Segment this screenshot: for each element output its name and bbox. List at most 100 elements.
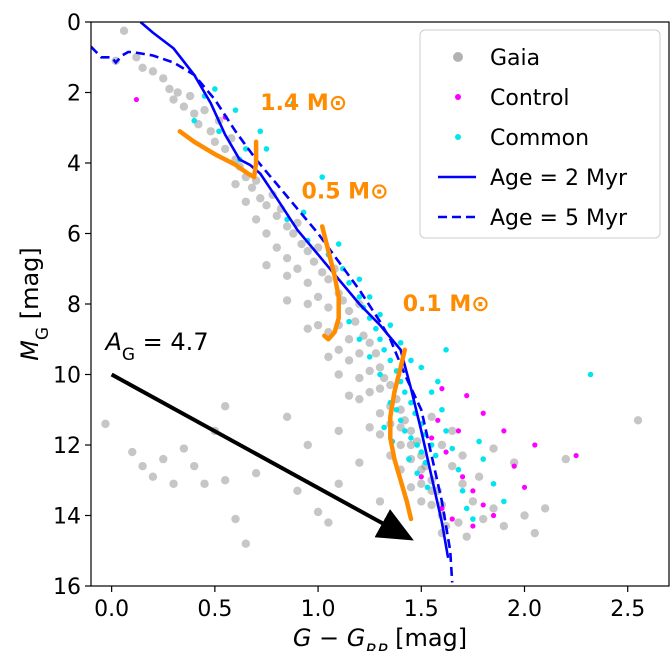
gaia-point [119, 26, 129, 36]
common-point [439, 406, 445, 413]
x-tick-label: 2.5 [610, 597, 645, 622]
gaia-point [355, 394, 364, 404]
gaia-point [458, 479, 467, 488]
gaia-point [297, 239, 306, 249]
common-point [366, 294, 373, 300]
gaia-point [313, 243, 323, 252]
y-tick-label: 10 [53, 364, 81, 389]
gaia-point [396, 405, 405, 414]
common-point [490, 480, 497, 487]
y-tick-label: 14 [53, 505, 81, 530]
gaia-point [406, 440, 416, 450]
gaia-point [365, 423, 374, 432]
mass-track-line [319, 224, 341, 342]
common-point [470, 516, 476, 522]
x-tick-label: 1.0 [301, 597, 336, 622]
gaia-point [365, 338, 374, 347]
gaia-point [210, 137, 220, 147]
gaia-point [355, 373, 364, 383]
gaia-point [489, 504, 498, 513]
annotation-layer: AG = 4.7 [103, 328, 414, 541]
legend-label: Gaia [490, 46, 540, 71]
gaia-point [375, 430, 385, 439]
gaia-point [303, 278, 312, 288]
control-point [133, 96, 140, 103]
control-point [455, 428, 462, 434]
common-point [401, 389, 408, 395]
legend-marker [453, 52, 463, 62]
gaia-point [159, 74, 168, 83]
common-point [418, 449, 425, 455]
mass-track-layer: 1.4 M⊙ 0.5 M⊙ 0.1 M⊙ [177, 91, 490, 522]
gaia-point [540, 504, 550, 513]
control-point [470, 488, 476, 494]
common-point [387, 322, 394, 328]
gaia-point [262, 201, 271, 210]
gaia-point [251, 469, 261, 478]
gaia-point [289, 229, 298, 238]
control-point [470, 523, 476, 529]
control-point [435, 417, 441, 423]
extinction-arrow [110, 372, 414, 541]
gaia-point [458, 451, 467, 460]
control-point [501, 428, 507, 434]
common-point [356, 336, 363, 343]
gaia-point [396, 440, 405, 450]
mass-track-line [177, 129, 259, 180]
line-layer [91, 22, 454, 583]
extinction-label-value: = 4.7 [135, 328, 209, 356]
common-point [290, 100, 297, 106]
gaia-point [344, 391, 354, 400]
gaia-point [318, 268, 327, 277]
common-point [414, 442, 420, 448]
control-point [418, 474, 424, 480]
common-point [476, 438, 482, 445]
common-point [346, 280, 352, 286]
common-point [212, 86, 218, 92]
gaia-point [334, 479, 343, 488]
common-point [356, 294, 363, 300]
x-tick-label: 2.0 [507, 597, 542, 622]
gaia-point [561, 454, 570, 464]
x-axis-label: G − GRP [mag] [293, 624, 467, 651]
gaia-point [489, 444, 498, 453]
gaia-point [159, 454, 168, 464]
gaia-point [375, 497, 385, 506]
gaia-point [400, 416, 409, 425]
y-axis-label-sub: G [33, 327, 53, 340]
gaia-point [138, 63, 147, 73]
gaia-point [375, 363, 385, 372]
gaia-point [468, 497, 478, 506]
control-point [449, 516, 455, 522]
x-tick-label: 0.0 [94, 597, 129, 622]
control-point [439, 505, 445, 512]
gaia-point [344, 356, 354, 365]
legend: Gaia Control Common Age = 2 Myr Age = 5 Myr [419, 29, 661, 239]
y-tick-label: 0 [67, 11, 81, 36]
x-axis-ticks: 0.0 0.5 1.0 1.5 2.0 2.5 [94, 586, 645, 622]
gaia-point [282, 412, 292, 421]
gaia-point [386, 380, 395, 390]
common-point [346, 318, 352, 325]
gaia-point [185, 91, 195, 101]
isochrone-2myr-line [139, 22, 450, 559]
gaia-point [462, 532, 471, 541]
control-point [429, 435, 435, 441]
y-tick-label: 6 [67, 223, 81, 248]
gaia-point [241, 197, 251, 206]
gaia-point [206, 127, 215, 136]
gaia-point [479, 514, 488, 524]
gaia-point [474, 472, 484, 481]
gaia-point [148, 472, 158, 481]
gaia-point [334, 345, 343, 355]
legend-label: Common [490, 126, 589, 151]
common-point [428, 389, 435, 395]
gaia-point [179, 444, 189, 453]
common-point [216, 128, 222, 135]
extinction-label-main: A [103, 328, 121, 356]
common-point [377, 336, 383, 343]
gaia-point [427, 500, 436, 510]
gaia-point [375, 384, 385, 393]
control-point [573, 452, 579, 459]
